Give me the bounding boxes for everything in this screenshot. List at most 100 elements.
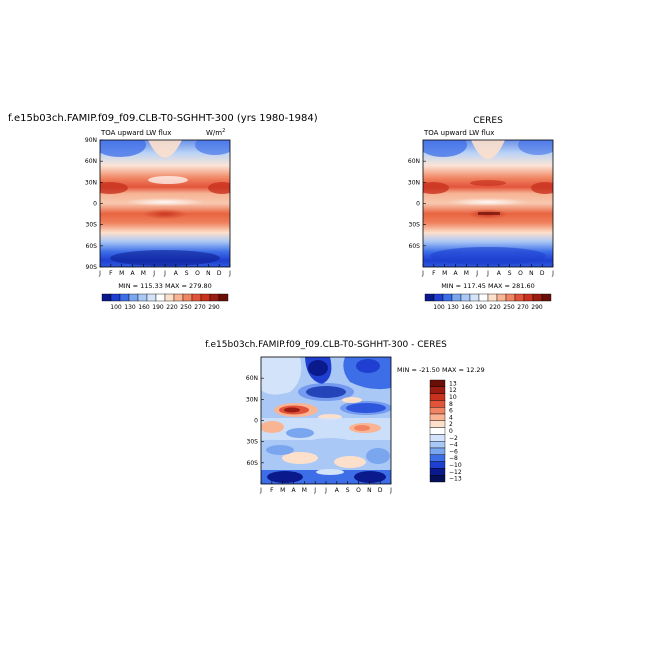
colorbar-swatch — [429, 475, 446, 483]
y-tick-label: 90N — [85, 137, 97, 144]
colorbar-swatch — [429, 420, 446, 428]
panel-ceres-title: CERES — [473, 116, 503, 126]
x-tick-label: D — [540, 270, 545, 277]
colorbar-swatch — [429, 379, 446, 388]
x-tick-label: J — [313, 487, 316, 494]
panel-ceres-subtitle: TOA upward LW flux — [423, 129, 494, 137]
colorbar-swatch — [429, 461, 446, 469]
colorbar-swatch — [429, 393, 446, 401]
x-tick-label: D — [217, 270, 222, 277]
colorbar-label: −12 — [449, 469, 462, 476]
panel-ceres-colorbar: 100 130 160 190 220 250 270 290 — [424, 293, 552, 311]
colorbar-label: 290 — [208, 304, 220, 311]
colorbar-label: 100 — [433, 304, 445, 311]
colorbar-label: 160 — [138, 304, 150, 311]
colorbar-swatch — [469, 293, 480, 302]
x-tick-label: J — [389, 487, 392, 494]
y-tick-label: 60S — [247, 460, 259, 467]
panel-model-colorbar: 100 130 160 190 220 250 270 290 — [101, 293, 229, 311]
colorbar-swatch — [182, 293, 193, 302]
x-tick-label: J — [475, 270, 478, 277]
x-tick-label: F — [432, 270, 436, 277]
colorbar-swatch — [487, 293, 498, 302]
x-tick-label: A — [291, 487, 296, 494]
colorbar-label: 190 — [152, 304, 164, 311]
colorbar-label: 0 — [449, 428, 453, 435]
x-tick-label: J — [259, 487, 262, 494]
colorbar-label: 10 — [449, 394, 457, 401]
x-tick-label: J — [324, 487, 327, 494]
x-tick-label: O — [195, 270, 200, 277]
colorbar-swatch — [429, 454, 446, 462]
colorbar-label: 13 — [449, 380, 457, 387]
colorbar-label: 8 — [449, 401, 453, 408]
panel-difference-title: f.e15b03ch.FAMIP.f09_f09.CLB-T0-SGHHT-30… — [205, 340, 447, 350]
panel-ceres-stats: MIN = 117.45 MAX = 281.60 — [441, 282, 535, 290]
colorbar-label: 6 — [449, 408, 453, 415]
colorbar-swatch — [164, 293, 175, 302]
y-tick-label: 0 — [93, 201, 97, 208]
colorbar-label: 2 — [449, 421, 453, 428]
panel-difference-field — [261, 357, 391, 484]
colorbar-swatch — [146, 293, 157, 302]
colorbar-label: 130 — [447, 304, 459, 311]
colorbar-label: 12 — [449, 387, 457, 394]
colorbar-label: 160 — [461, 304, 473, 311]
x-tick-label: J — [486, 270, 489, 277]
colorbar-label: 250 — [180, 304, 192, 311]
x-tick-label: S — [185, 270, 189, 277]
colorbar-label: −6 — [449, 448, 458, 455]
colorbar-swatch — [173, 293, 184, 302]
y-tick-label: 30N — [85, 179, 97, 186]
colorbar-label: −10 — [449, 462, 462, 469]
x-tick-label: A — [453, 270, 458, 277]
x-tick-label: O — [518, 270, 523, 277]
x-tick-label: S — [346, 487, 350, 494]
x-tick-label: M — [464, 270, 469, 277]
colorbar-swatch — [478, 293, 489, 302]
colorbar-swatch — [137, 293, 148, 302]
x-tick-label: M — [119, 270, 124, 277]
x-tick-label: A — [130, 270, 135, 277]
colorbar-label: 190 — [475, 304, 487, 311]
x-tick-label: N — [206, 270, 211, 277]
y-tick-label: 30N — [408, 179, 420, 186]
colorbar-swatch — [429, 468, 446, 476]
colorbar-swatch — [451, 293, 462, 302]
colorbar-label: 270 — [194, 304, 206, 311]
panel-model-subtitle: TOA upward LW flux — [100, 129, 171, 137]
colorbar-swatch — [200, 293, 211, 302]
y-tick-label: 60S — [86, 243, 98, 250]
colorbar-label: 100 — [110, 304, 122, 311]
x-tick-label: F — [270, 487, 274, 494]
colorbar-swatch — [424, 293, 435, 302]
colorbar-swatch — [128, 293, 139, 302]
panel-ceres-y-axis: 60N 30N 0 30S 60S — [408, 158, 426, 250]
colorbar-swatch — [191, 293, 202, 302]
colorbar-swatch — [119, 293, 130, 302]
colorbar-swatch — [496, 293, 507, 302]
colorbar-swatch — [514, 293, 525, 302]
panel-ceres-field — [423, 140, 553, 267]
panel-model-y-axis: 90N 60N 30N 0 30S 60S 90S — [85, 137, 103, 271]
colorbar-label: 4 — [449, 414, 453, 421]
colorbar-swatch — [429, 447, 446, 456]
colorbar-label: 250 — [503, 304, 515, 311]
x-tick-label: O — [356, 487, 361, 494]
y-tick-label: 0 — [254, 418, 258, 425]
y-tick-label: 30N — [246, 396, 258, 403]
colorbar-swatch — [429, 427, 446, 435]
x-tick-label: N — [529, 270, 534, 277]
colorbar-swatch — [429, 386, 446, 394]
panel-difference: f.e15b03ch.FAMIP.f09_f09.CLB-T0-SGHHT-30… — [205, 340, 485, 494]
colorbar-label: −13 — [449, 476, 462, 483]
y-tick-label: 60N — [85, 158, 97, 165]
y-tick-label: 60S — [409, 243, 421, 250]
colorbar-label: −8 — [449, 455, 458, 462]
colorbar-swatch — [429, 413, 446, 422]
colorbar-swatch — [429, 400, 446, 408]
x-tick-label: M — [280, 487, 285, 494]
